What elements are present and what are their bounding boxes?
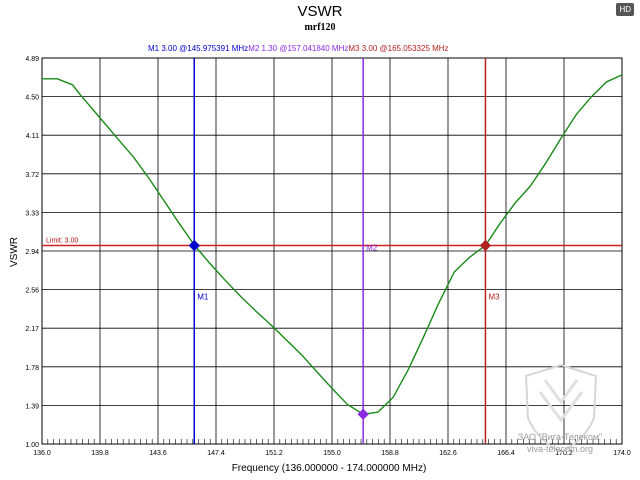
x-tick-label: 166.4 [497,450,515,457]
marker-tag-m1: M1 [197,293,209,302]
y-axis-label: VSWR [9,237,20,267]
chart-subtitle: mrf120 [304,22,335,33]
y-tick-label: 3.72 [25,172,39,179]
marker-legend-entry-m2: M2 1.30 @157.041840 MHz [248,44,348,53]
x-tick-label: 147.4 [207,450,225,457]
x-tick-label: 174.0 [613,450,631,457]
y-tick-label: 2.17 [25,326,39,333]
y-tick-label: 2.56 [25,288,39,295]
y-tick-label: 3.33 [25,210,39,217]
y-tick-label: 1.00 [25,442,39,449]
x-axis-ticks: 136.0 139.8 143.6 147.4 151.2 155.0 158.8 162.6… [33,450,631,457]
x-tick-label: 162.6 [439,450,457,457]
x-tick-label: 170.2 [555,450,573,457]
series-layer [42,74,623,415]
x-tick-label: 136.0 [33,450,51,457]
y-tick-label: 2.94 [25,249,39,256]
marker-legend-entry-m3: M3 3.00 @165.053325 MHz [348,44,448,53]
y-tick-label: 4.11 [26,133,39,140]
y-tick-label: 1.78 [25,365,39,372]
limit-layer: Limit: 3.00 [42,238,622,247]
plot-grid [41,57,623,445]
y-tick-label: 4.89 [25,56,39,63]
watermark-company: ЗАО "Вига-Телеком" [518,432,602,442]
marker-legend: M1 3.00 @145.975391 MHzM2 1.30 @157.0418… [148,44,449,53]
x-tick-label: 143.6 [149,450,167,457]
limit-label: Limit: 3.00 [46,238,78,245]
marker-layer: M1 M2 M3 [188,58,500,444]
x-tick-label: 158.8 [381,450,399,457]
hd-badge: HD [616,3,634,16]
marker-tag-m3: M3 [488,293,500,302]
watermark: ЗАО "Вига-Телеком" viva-telecom.org [518,363,602,454]
x-tick-label: 139.8 [91,450,109,457]
marker-legend-entry-m1: M1 3.00 @145.975391 MHz [148,44,248,53]
series-line-vswr [42,74,623,415]
watermark-url: viva-telecom.org [527,444,593,454]
x-tick-label: 155.0 [323,450,341,457]
x-axis-label: Frequency (136.000000 - 174.000000 MHz) [232,463,427,474]
marker-point-m3 [479,239,492,252]
y-tick-label: 1.39 [25,403,39,410]
y-tick-label: 4.50 [25,95,39,102]
shield-logo-icon [524,363,598,454]
shield-chevron-icon [538,379,584,423]
marker-legend-text: M1 3.00 @145.975391 MHzM2 1.30 @157.0418… [148,44,449,53]
y-axis-ticks: 1.00 1.39 1.78 2.17 2.56 2.94 3.33 3.72 4.11 4.50… [25,56,39,449]
marker-point-m2 [357,408,369,420]
chart-title: VSWR [298,3,343,20]
marker-tag-m2: M2 [366,244,378,253]
marker-point-m1 [188,239,200,252]
x-tick-label: 151.2 [265,450,283,457]
